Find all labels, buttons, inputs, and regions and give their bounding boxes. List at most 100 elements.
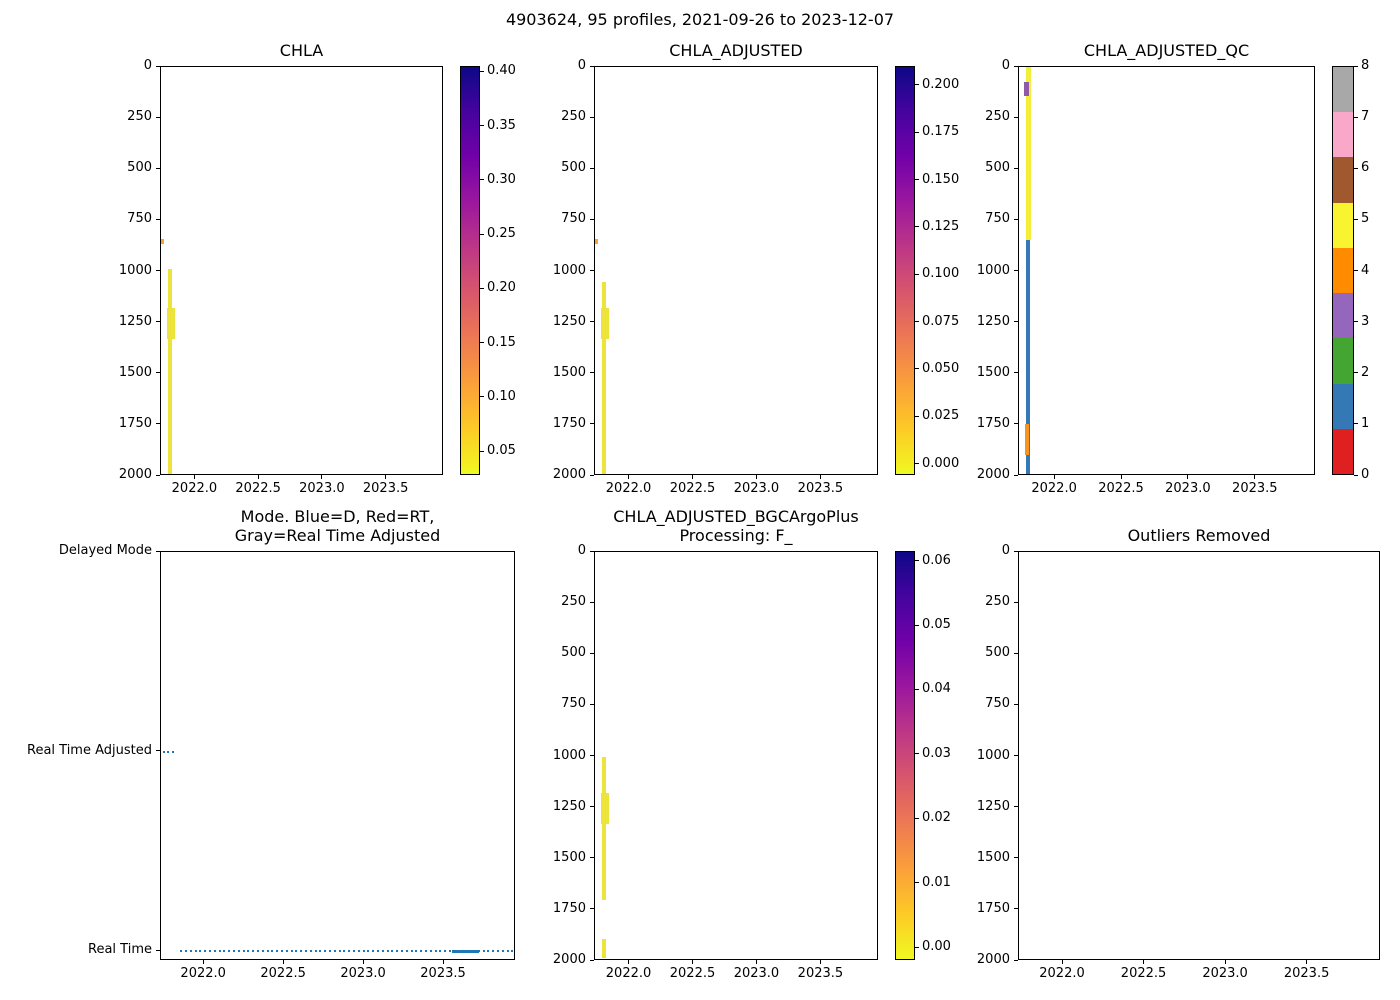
- y-tick: [590, 218, 594, 220]
- y-tick-label: 750: [127, 211, 152, 227]
- x-tick: [1061, 960, 1063, 964]
- heatmap-strip: [601, 756, 606, 900]
- scatter-dot: [415, 950, 418, 953]
- title-line: Processing: F_: [679, 526, 793, 545]
- colorbar-tick-label: 0.02: [922, 810, 951, 826]
- y-tick: [156, 218, 160, 220]
- scatter-dot: [167, 750, 170, 753]
- scatter-dot: [295, 950, 298, 953]
- y-tick: [590, 270, 594, 271]
- x-tick: [1187, 475, 1189, 479]
- colorbar-tick-label: 0.075: [922, 313, 960, 329]
- x-tick-label: 2022.5: [1098, 481, 1144, 496]
- scatter-dot: [319, 950, 322, 953]
- y-tick-label: 1250: [976, 313, 1010, 329]
- colorbar-segment-1: [1333, 383, 1353, 429]
- y-tick-label: 750: [985, 211, 1010, 227]
- x-tick: [193, 475, 195, 479]
- y-tick-label: 1000: [552, 262, 586, 278]
- x-tick-label: 2022.5: [235, 481, 281, 496]
- colorbar-tick-label: 0.04: [922, 681, 951, 697]
- x-tick: [1120, 475, 1122, 479]
- y-tick-label: 0: [577, 543, 586, 558]
- x-tick: [385, 475, 387, 479]
- colorbar-segment-7: [1333, 112, 1353, 158]
- colorbar-tick-label: 0.20: [487, 280, 516, 296]
- figure-title: 4903624, 95 profiles, 2021-09-26 to 2023…: [505, 10, 895, 29]
- x-tick: [819, 960, 821, 964]
- colorbar-tick: [915, 753, 919, 755]
- scatter-dot: [376, 950, 379, 953]
- x-tick-label: 2022.5: [669, 966, 716, 981]
- y-tick-label: 0: [1001, 58, 1010, 73]
- x-tick-label: 2022.0: [180, 966, 226, 981]
- scatter-dot: [232, 950, 235, 953]
- y-tick: [156, 116, 160, 118]
- heatmap-strip: [1025, 423, 1030, 455]
- y-tick: [156, 949, 160, 951]
- y-tick-label: 0: [577, 58, 586, 73]
- y-tick-label: 750: [561, 696, 586, 712]
- scatter-dot: [304, 950, 307, 953]
- scatter-dot: [237, 950, 240, 953]
- colorbar-tick-label: 0.30: [487, 171, 516, 187]
- scatter-dot: [453, 950, 456, 953]
- y-tick-label: 1250: [552, 313, 586, 329]
- scatter-dot: [400, 950, 403, 953]
- y-tick: [590, 703, 594, 705]
- y-tick: [1014, 755, 1018, 756]
- colorbar-tick-label: 4: [1361, 262, 1370, 278]
- colorbar-tick-label: 0.050: [922, 360, 960, 376]
- y-tick: [1014, 806, 1018, 808]
- scatter-dot: [180, 950, 183, 953]
- scatter-dot: [348, 950, 351, 953]
- y-tick: [590, 321, 594, 323]
- scatter-dot: [439, 950, 442, 953]
- x-tick-label: 2022.0: [171, 481, 218, 496]
- y-tick: [590, 423, 594, 425]
- x-tick: [321, 475, 323, 479]
- scatter-dot: [420, 950, 423, 953]
- y-tick: [156, 474, 160, 476]
- scatter-dot: [208, 950, 211, 953]
- colorbar-tick-label: 0.35: [487, 117, 516, 133]
- y-tick-label: 1750: [552, 900, 586, 916]
- y-tick-label: 1500: [976, 364, 1010, 380]
- colorbar-tick: [480, 396, 484, 398]
- colorbar-tick-label: 0.025: [922, 408, 960, 424]
- y-tick-label: 500: [561, 645, 586, 661]
- colorbar-segment-0: [1333, 428, 1353, 474]
- y-tick-label: 500: [127, 160, 152, 176]
- y-tick-label: Real Time Adjusted: [27, 742, 152, 758]
- y-tick-label: 250: [561, 109, 586, 125]
- y-tick: [1014, 474, 1018, 476]
- scatter-dot: [247, 950, 250, 953]
- colorbar-tick: [480, 125, 484, 127]
- axes-mode: [160, 551, 515, 960]
- x-tick: [362, 960, 364, 964]
- y-tick-label: 1750: [976, 900, 1010, 916]
- colorbar-tick-label: 0.175: [922, 124, 960, 140]
- y-tick-label: 750: [985, 696, 1010, 712]
- colorbar-chla: [460, 66, 480, 475]
- scatter-dot: [477, 950, 480, 953]
- x-tick: [628, 960, 630, 964]
- heatmap-strip: [1025, 67, 1031, 240]
- colorbar-tick-label: 0.03: [922, 745, 951, 761]
- scatter-dot: [172, 750, 175, 753]
- y-tick: [156, 550, 160, 552]
- scatter-dot: [280, 950, 283, 953]
- x-tick: [755, 475, 757, 479]
- y-tick-label: 2000: [976, 952, 1010, 967]
- colorbar-tick-label: 0: [1361, 467, 1370, 482]
- colorbar-tick: [480, 233, 484, 235]
- scatter-dot: [162, 750, 165, 753]
- x-tick-label: 2023.5: [1283, 966, 1330, 981]
- y-tick: [1014, 550, 1018, 552]
- colorbar-tick-label: 5: [1361, 211, 1370, 227]
- scatter-dot: [487, 950, 490, 953]
- x-tick-label: 2022.0: [605, 481, 652, 496]
- y-tick: [590, 474, 594, 476]
- colorbar-tick-label: 0.10: [487, 388, 516, 404]
- title-line: CHLA_ADJUSTED_QC: [1083, 41, 1250, 60]
